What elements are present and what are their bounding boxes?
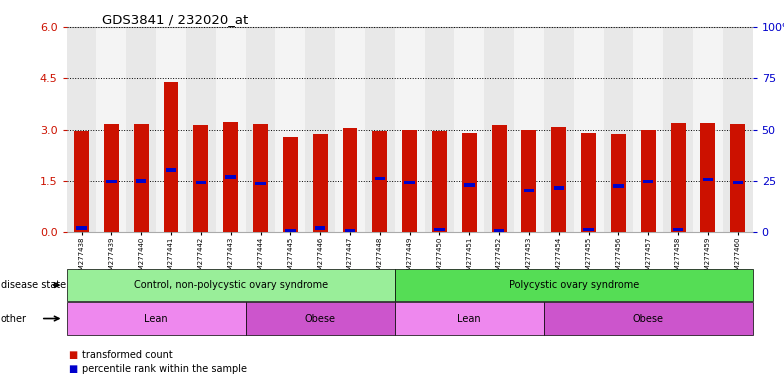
Bar <box>365 27 394 232</box>
Bar <box>702 177 713 181</box>
Bar <box>136 179 147 183</box>
Bar <box>524 189 534 192</box>
Bar <box>194 126 209 232</box>
Bar <box>343 128 358 232</box>
Bar <box>723 27 753 232</box>
Bar <box>165 168 176 172</box>
Bar <box>394 27 425 232</box>
Bar <box>693 27 723 232</box>
Bar <box>432 131 447 232</box>
Bar <box>196 181 206 184</box>
Text: Lean: Lean <box>458 313 481 324</box>
Text: disease state: disease state <box>1 280 66 290</box>
Bar <box>574 27 604 232</box>
Bar <box>673 228 684 231</box>
Bar <box>186 27 216 232</box>
Bar <box>253 124 268 232</box>
Bar <box>544 27 574 232</box>
Text: GDS3841 / 232020_at: GDS3841 / 232020_at <box>102 13 249 26</box>
Bar <box>730 124 745 232</box>
Bar <box>551 127 566 232</box>
Bar <box>670 123 685 232</box>
Text: percentile rank within the sample: percentile rank within the sample <box>82 364 247 374</box>
Bar <box>375 177 385 180</box>
Bar <box>74 131 89 232</box>
Bar <box>581 133 596 232</box>
Bar <box>521 130 536 232</box>
Bar <box>315 227 325 230</box>
Bar <box>226 175 236 179</box>
Bar <box>67 27 96 232</box>
Bar <box>275 27 305 232</box>
Bar <box>643 180 654 183</box>
Text: other: other <box>1 313 27 324</box>
Bar <box>164 82 179 232</box>
Bar <box>106 180 117 183</box>
Bar <box>492 126 506 232</box>
Text: Control, non-polycystic ovary syndrome: Control, non-polycystic ovary syndrome <box>133 280 328 290</box>
Bar <box>732 181 743 184</box>
Bar <box>283 137 298 232</box>
Bar <box>134 124 149 232</box>
Text: Obese: Obese <box>305 313 336 324</box>
Bar <box>462 133 477 232</box>
Bar <box>305 27 335 232</box>
Text: ■: ■ <box>68 364 78 374</box>
Bar <box>285 229 296 232</box>
Text: Obese: Obese <box>633 313 664 324</box>
Bar <box>633 27 663 232</box>
Bar <box>216 27 245 232</box>
Bar <box>394 302 544 335</box>
Bar <box>455 27 485 232</box>
Bar <box>76 227 87 230</box>
Bar <box>223 122 238 232</box>
Bar <box>405 181 415 184</box>
Bar <box>641 130 655 232</box>
Bar <box>245 27 275 232</box>
Bar <box>372 131 387 232</box>
Bar <box>335 27 365 232</box>
Bar <box>611 134 626 232</box>
Bar <box>700 123 715 232</box>
Bar <box>402 130 417 232</box>
Bar <box>583 228 593 231</box>
Bar <box>394 269 753 301</box>
Bar <box>104 124 119 232</box>
Text: Lean: Lean <box>144 313 168 324</box>
Bar <box>464 183 474 187</box>
Bar <box>345 229 355 232</box>
Text: transformed count: transformed count <box>82 350 173 360</box>
Bar <box>425 27 455 232</box>
Bar <box>67 302 245 335</box>
Bar <box>494 229 504 232</box>
Bar <box>96 27 126 232</box>
Bar <box>434 228 445 231</box>
Bar <box>67 269 394 301</box>
Bar <box>313 134 328 232</box>
Bar <box>485 27 514 232</box>
Bar <box>604 27 633 232</box>
Bar <box>544 302 753 335</box>
Bar <box>126 27 156 232</box>
Bar <box>613 184 623 188</box>
Text: ■: ■ <box>68 350 78 360</box>
Text: Polycystic ovary syndrome: Polycystic ovary syndrome <box>509 280 639 290</box>
Bar <box>245 302 394 335</box>
Bar <box>554 186 564 190</box>
Bar <box>514 27 544 232</box>
Bar <box>256 182 266 185</box>
Bar <box>663 27 693 232</box>
Bar <box>156 27 186 232</box>
